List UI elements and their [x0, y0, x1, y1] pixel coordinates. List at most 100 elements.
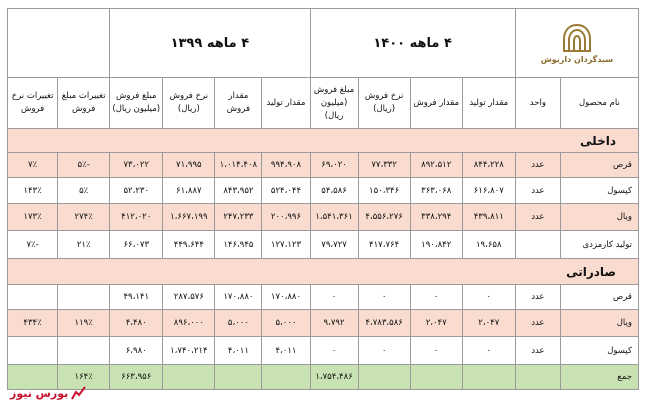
cell: ۶۶،۰۷۳	[109, 230, 164, 259]
cell: ۴۴۹،۶۴۴	[162, 230, 216, 259]
cell: ۱۷۰،۸۸۰	[261, 284, 311, 310]
cell: ۰	[357, 336, 411, 365]
period-header: ۴ ماهه ۱۳۹۹	[109, 8, 311, 78]
cell: ۸۴۳،۹۵۲	[214, 177, 263, 204]
cell: ۱۹۰،۸۴۲	[409, 230, 463, 259]
cell: ۸۹۶،۰۰۰	[162, 309, 216, 337]
data-row: تولید کارمزدی ۱۹،۶۵۸ ۱۹۰،۸۴۲ ۴۱۷،۷۶۴ ۷۹،۷۲۷ ۱…	[6, 230, 640, 259]
cell: ۱،۰۱۴،۴۰۸	[214, 152, 263, 178]
cell: عدد	[514, 203, 561, 231]
cell: ۶۹،۰۲۰	[309, 152, 359, 178]
empty-header-cell	[6, 8, 111, 78]
cell: ۱،۷۵۴،۴۸۶	[309, 364, 359, 390]
cell: ۱۵۰،۳۴۶	[357, 177, 411, 204]
column-header: واحد	[514, 77, 561, 129]
cell: ۶۱،۸۸۷	[162, 177, 216, 204]
cell: ۴،۴۸۰	[109, 309, 164, 337]
cell: ۲،۰۴۷	[461, 309, 516, 337]
column-header-row: نام محصول واحد مقدار تولید مقدار فروش نرخ فر…	[6, 77, 640, 129]
cell: ۵۲۴،۰۴۴	[261, 177, 311, 204]
column-header: تغییرات نرخ فروش	[6, 77, 59, 129]
section-label: داخلی	[7, 128, 639, 153]
column-header: مقدار تولید	[261, 77, 311, 129]
cell: ۵،۰۰۰	[214, 309, 263, 337]
cell	[162, 364, 216, 390]
cell: ۰	[309, 284, 359, 310]
cell	[409, 364, 463, 390]
cell: ۱۹،۶۵۸	[461, 230, 516, 259]
cell: ۱۲۷،۱۲۳	[261, 230, 311, 259]
column-header: مقدار تولید	[461, 77, 516, 129]
cell	[214, 364, 263, 390]
column-header: مقدار فروش	[214, 77, 263, 129]
data-row: کپسول عدد ۰ ۰ ۰ ۰ ۴،۰۱۱ ۴،۰۱۱ ۱،۷۴۰،۲۱۴ ۶،۹۸۰	[6, 336, 640, 365]
section-row: داخلی	[7, 128, 639, 153]
cell: ۰	[309, 336, 359, 365]
cell	[514, 230, 561, 259]
data-row: ویال عدد ۴۳۹،۸۱۱ ۳۳۸،۲۹۴ ۴،۵۵۶،۲۷۶ ۱،۵۴۱،۳۶۱ ۲…	[6, 203, 640, 231]
cell	[461, 364, 516, 390]
table-body: سبدگردان داریوش ۴ ماهه ۱۴۰۰ ۴ ماهه ۱۳۹۹ …	[6, 8, 640, 390]
watermark: بورس نیوز	[10, 386, 87, 400]
cell: ۴،۰۱۱	[261, 336, 311, 365]
column-header: نرخ فروش (ریال)	[162, 77, 216, 129]
logo-cell: سبدگردان داریوش	[514, 8, 640, 78]
data-row: ویال عدد ۲،۰۴۷ ۲،۰۴۷ ۴،۷۸۳،۵۸۶ ۹،۷۹۲ ۵،۰۰۰ ۵،۰۰…	[6, 309, 640, 337]
row-label: ویال	[559, 203, 640, 231]
cell: ۰	[409, 284, 463, 310]
cell: ۵،۰۰۰	[261, 309, 311, 337]
data-row: کپسول عدد ۶۱۶،۸۰۷ ۳۶۳،۰۶۸ ۱۵۰،۳۴۶ ۵۴،۵۸۶ ۵۲۴،۰…	[6, 177, 640, 204]
cell: ۱،۷۴۰،۲۱۴	[162, 336, 216, 365]
cell: ۱۷۳٪	[6, 203, 59, 231]
cell	[261, 364, 311, 390]
cell	[357, 364, 411, 390]
cell: ۱،۵۴۱،۳۶۱	[309, 203, 359, 231]
cell: ۲۱٪	[57, 230, 111, 259]
column-header: نرخ فروش (ریال)	[357, 77, 411, 129]
cell: ۴،۰۱۱	[214, 336, 263, 365]
row-label: جمع	[559, 364, 640, 390]
cell: ۲۷۴٪	[57, 203, 111, 231]
logo-icon	[562, 23, 591, 52]
cell: عدد	[514, 152, 561, 178]
cell	[6, 336, 59, 365]
cell: ۷۹،۷۲۷	[309, 230, 359, 259]
cell	[57, 284, 111, 310]
cell: ۱۷۰،۸۸۰	[214, 284, 263, 310]
row-label: تولید کارمزدی	[559, 230, 640, 259]
cell: ۴۳۹،۸۱۱	[461, 203, 516, 231]
row-label: کپسول	[559, 177, 640, 204]
cell: ۷۷،۳۳۲	[357, 152, 411, 178]
cell: ۴۹،۱۴۱	[109, 284, 164, 310]
row-label: کپسول	[559, 336, 640, 365]
cell: ۲۴۷،۲۳۳	[214, 203, 263, 231]
header-row: سبدگردان داریوش ۴ ماهه ۱۴۰۰ ۴ ماهه ۱۳۹۹	[6, 8, 640, 78]
cell: ۶۶۳،۹۵۶	[109, 364, 164, 390]
cell: ۱،۶۶۷،۱۹۹	[162, 203, 216, 231]
section-label: صادراتی	[7, 258, 639, 285]
cell	[514, 364, 561, 390]
cell: ۸۴۴،۲۲۸	[461, 152, 516, 178]
cell	[6, 284, 59, 310]
row-label: قرص	[559, 152, 640, 178]
cell: ۱۴۳٪	[6, 177, 59, 204]
column-header: مبلغ فروش (میلیون ریال)	[309, 77, 359, 129]
watermark-icon	[71, 386, 87, 400]
cell: -۵٪	[57, 152, 111, 178]
cell: ۵٪	[57, 177, 111, 204]
cell: ۹،۷۹۲	[309, 309, 359, 337]
cell: ۴،۷۸۳،۵۸۶	[357, 309, 411, 337]
row-label: ویال	[559, 309, 640, 337]
cell: ۲۸۷،۵۷۶	[162, 284, 216, 310]
cell: ۵۴،۵۸۶	[309, 177, 359, 204]
cell: ۴۱۲،۰۲۰	[109, 203, 164, 231]
cell: ۰	[461, 284, 516, 310]
cell: ۹۹۴،۹۰۸	[261, 152, 311, 178]
cell: ۱۱۹٪	[57, 309, 111, 337]
cell: ۰	[409, 336, 463, 365]
cell: ۳۶۳،۰۶۸	[409, 177, 463, 204]
sales-table: سبدگردان داریوش ۴ ماهه ۱۴۰۰ ۴ ماهه ۱۳۹۹ …	[6, 8, 640, 390]
logo-text: سبدگردان داریوش	[540, 54, 614, 64]
cell: ۷۱،۹۹۵	[162, 152, 216, 178]
data-row: قرص عدد ۰ ۰ ۰ ۰ ۱۷۰،۸۸۰ ۱۷۰،۸۸۰ ۲۸۷،۵۷۶ ۴۹،۱۴۱	[6, 284, 640, 310]
